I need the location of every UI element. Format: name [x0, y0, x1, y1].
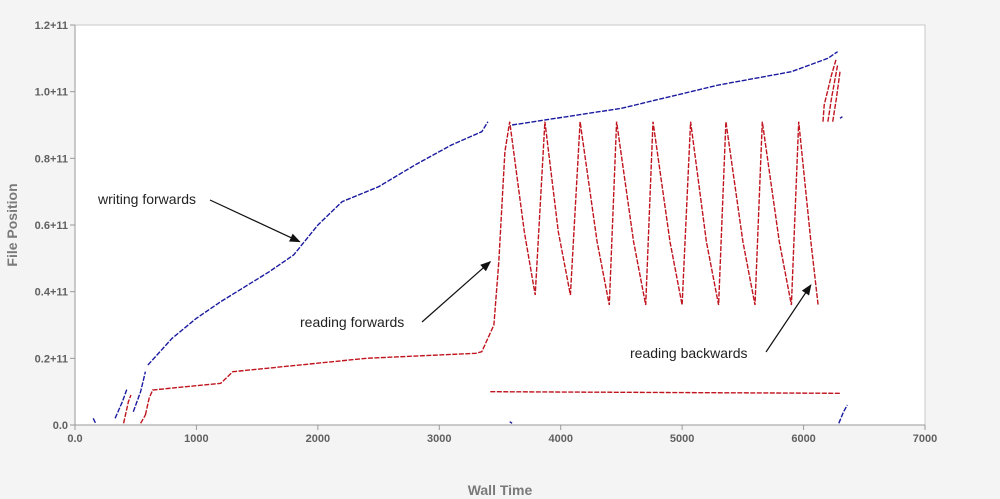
write-series	[92, 51, 848, 424]
y-tick-label: 0.8+11	[35, 153, 68, 165]
annotation-layer: writing forwards reading forwards reading …	[97, 191, 812, 361]
annotation-label: reading forwards	[300, 314, 404, 330]
read-trace-segment	[139, 414, 147, 424]
series-layer	[92, 51, 848, 424]
read-trace-segment	[827, 64, 839, 122]
annotation: reading forwards	[300, 260, 492, 330]
write-trace-segment	[92, 417, 97, 424]
write-trace-segment	[838, 404, 848, 424]
write-trace-segment	[147, 121, 489, 366]
x-tick-label: 2000	[306, 433, 330, 445]
y-tick-label: 0.2+11	[35, 353, 68, 365]
write-trace-segment	[114, 388, 128, 419]
axes: 0.0 1000 2000 3000 4000 5000 6000 7000 0.0 0.2+11…	[35, 20, 938, 445]
x-tick-label: 7000	[913, 433, 937, 445]
x-tick-label: 5000	[670, 433, 694, 445]
x-tick-label: 3000	[427, 433, 451, 445]
read-trace-segment	[122, 394, 132, 424]
x-tick-label: 6000	[791, 433, 815, 445]
write-trace-segment	[839, 116, 843, 119]
annotation-arrow	[209, 199, 301, 243]
annotation-label: writing forwards	[97, 191, 196, 207]
annotation: writing forwards	[97, 191, 301, 243]
x-axis-title: Wall Time	[468, 482, 533, 498]
y-tick-label: 1.0+11	[35, 87, 68, 99]
annotation-label: reading backwards	[630, 345, 748, 361]
annotation-arrow	[765, 284, 812, 353]
read-trace-segment	[832, 71, 841, 122]
read-series	[122, 58, 841, 424]
y-tick-label: 0.6+11	[35, 220, 68, 232]
write-trace-segment	[132, 371, 147, 412]
write-trace-segment	[511, 51, 838, 126]
annotation: reading backwards	[630, 284, 812, 361]
write-trace-segment	[509, 421, 513, 424]
x-tick-label: 0.0	[67, 433, 82, 445]
y-tick-label: 0.0	[53, 420, 68, 432]
y-tick-label: 1.2+11	[35, 20, 68, 32]
read-trace-segment	[144, 121, 819, 416]
y-axis-title: File Position	[4, 183, 20, 266]
y-tick-label: 0.4+11	[35, 287, 68, 299]
x-tick-label: 1000	[184, 433, 208, 445]
x-tick-label: 4000	[548, 433, 572, 445]
read-trace-segment	[822, 58, 838, 122]
plot-area	[74, 24, 926, 426]
annotation-arrow	[421, 260, 492, 323]
